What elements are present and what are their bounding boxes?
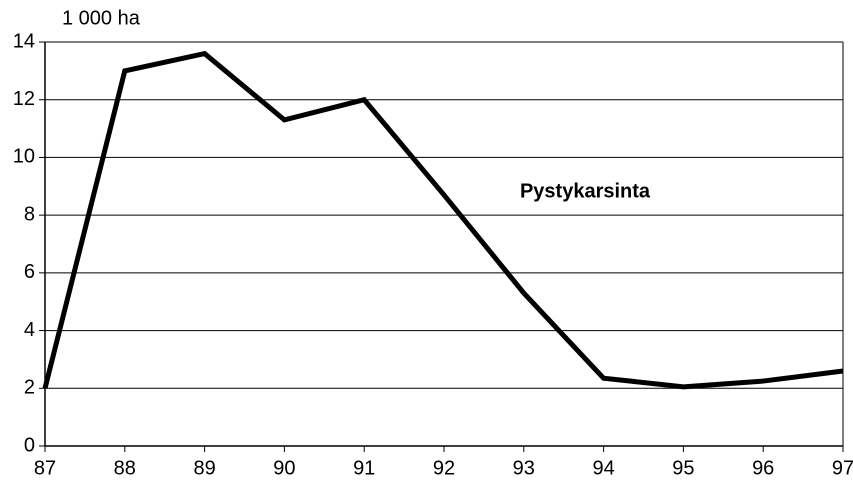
annotation: Pystykarsinta <box>520 180 651 202</box>
y-tick-label: 8 <box>24 203 35 225</box>
x-tick-label: 89 <box>193 457 215 479</box>
y-tick-label: 6 <box>24 261 35 283</box>
y-tick-label: 4 <box>24 319 35 341</box>
x-tick-label: 97 <box>832 457 853 479</box>
y-tick-label: 10 <box>13 146 35 168</box>
x-tick-label: 90 <box>273 457 295 479</box>
x-tick-label: 95 <box>672 457 694 479</box>
y-tick-label: 2 <box>24 377 35 399</box>
x-tick-label: 88 <box>114 457 136 479</box>
x-tick-label: 94 <box>592 457 614 479</box>
y-tick-label: 12 <box>13 88 35 110</box>
y-tick-label: 0 <box>24 434 35 456</box>
y-unit-label: 1 000 ha <box>62 7 141 29</box>
x-tick-label: 96 <box>752 457 774 479</box>
data-line <box>42 50 844 390</box>
y-tick-label: 14 <box>13 30 35 52</box>
x-tick-label: 87 <box>34 457 56 479</box>
x-tick-label: 93 <box>513 457 535 479</box>
x-tick-label: 92 <box>433 457 455 479</box>
x-tick-label: 91 <box>353 457 375 479</box>
